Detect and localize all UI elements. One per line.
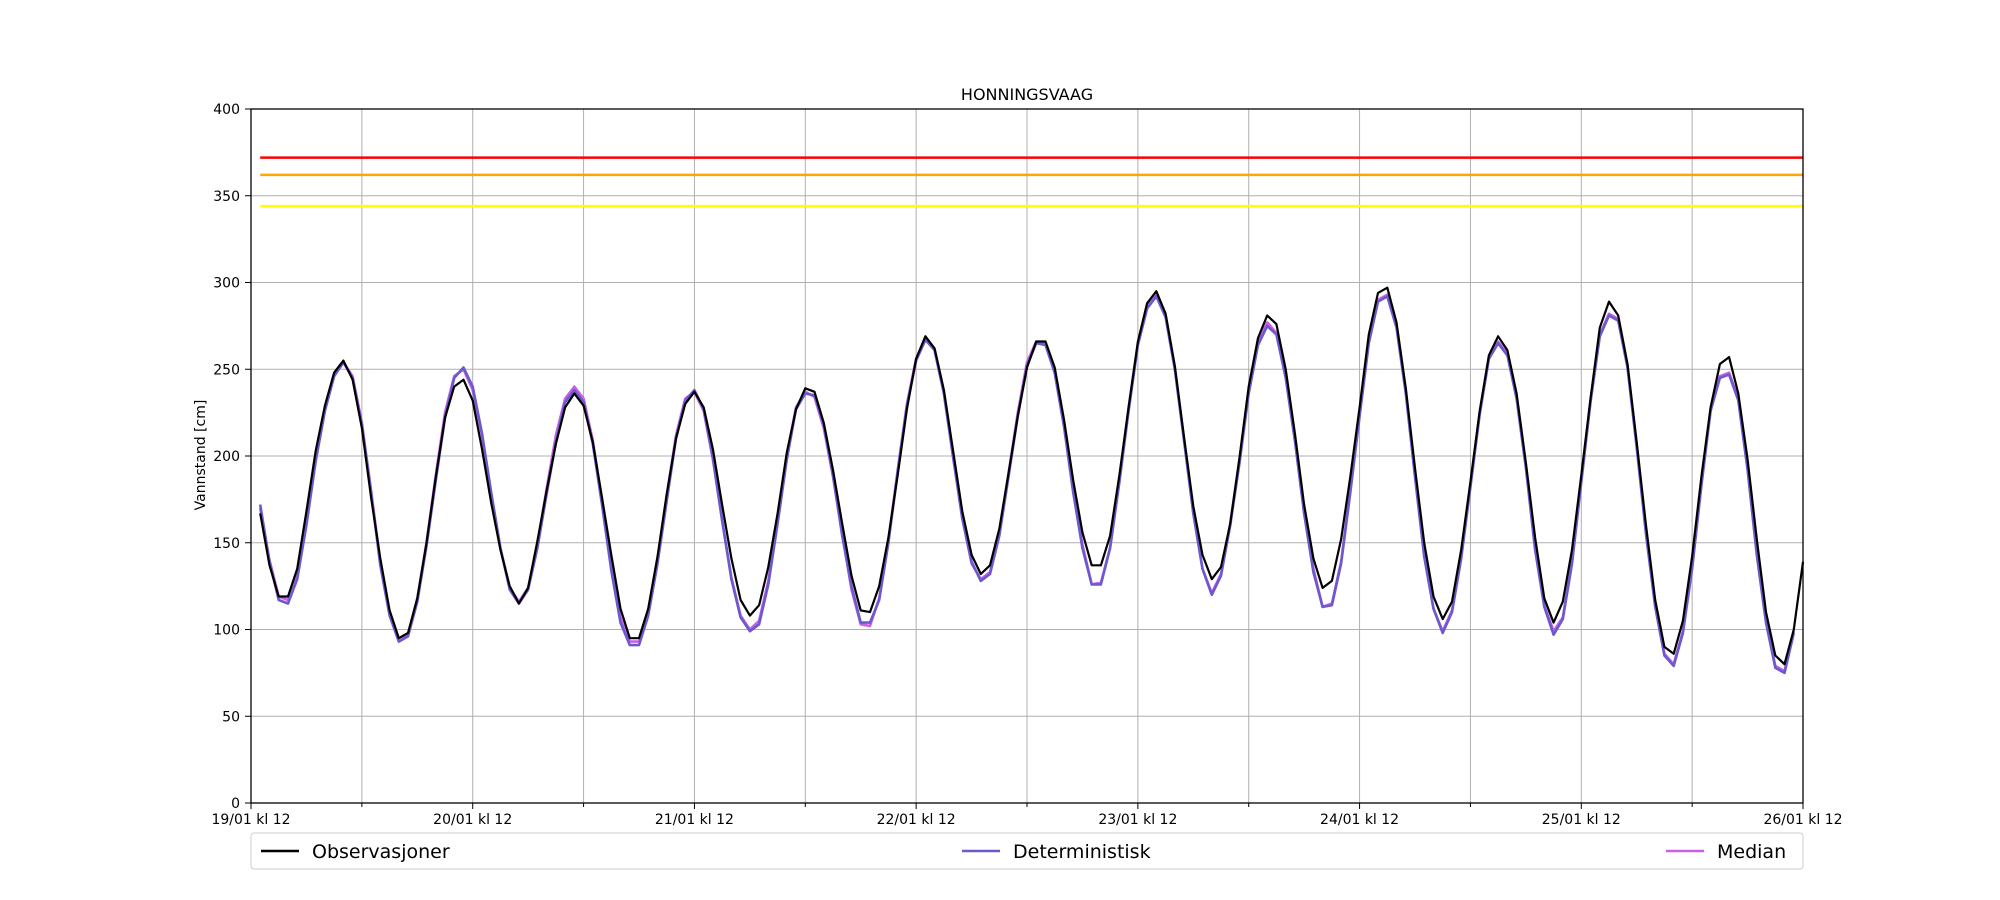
x-tick-label: 23/01 kl 12 bbox=[1098, 812, 1177, 828]
x-tick-label: 24/01 kl 12 bbox=[1320, 812, 1399, 828]
y-tick-label: 300 bbox=[213, 276, 240, 292]
y-tick-label: 200 bbox=[213, 449, 240, 465]
y-axis-title: Vannstand [cm] bbox=[193, 400, 209, 511]
y-tick-label: 150 bbox=[213, 536, 240, 552]
x-tick-label: 19/01 kl 12 bbox=[211, 812, 290, 828]
y-tick-label: 400 bbox=[213, 102, 240, 118]
x-tick-label: 22/01 kl 12 bbox=[877, 812, 956, 828]
y-tick-label: 0 bbox=[231, 796, 240, 812]
axis-ticks: 0 50 100 150 200 250 300 350 400 19/01 kl 12 20/01… bbox=[211, 102, 1842, 828]
legend-label-median: Median bbox=[1717, 841, 1786, 863]
y-tick-label: 50 bbox=[222, 709, 240, 725]
y-tick-label: 250 bbox=[213, 362, 240, 378]
threshold-lines bbox=[260, 156, 1803, 208]
series-line-observasjoner bbox=[259, 286, 1805, 666]
x-tick-label: 20/01 kl 12 bbox=[433, 812, 512, 828]
legend-box bbox=[250, 832, 1804, 870]
y-tick-label: 100 bbox=[213, 623, 240, 639]
legend-label-deterministisk: Deterministisk bbox=[1013, 841, 1151, 863]
legend: Observasjoner Deterministisk Median bbox=[250, 832, 1804, 870]
x-tick-label: 26/01 kl 12 bbox=[1763, 812, 1842, 828]
y-tick-label: 350 bbox=[213, 189, 240, 205]
x-tick-label: 25/01 kl 12 bbox=[1542, 812, 1621, 828]
legend-label-observasjoner: Observasjoner bbox=[312, 841, 450, 863]
x-tick-label: 21/01 kl 12 bbox=[655, 812, 734, 828]
series-lines bbox=[258, 286, 1805, 675]
chart-title: HONNINGSVAAG bbox=[961, 85, 1093, 104]
